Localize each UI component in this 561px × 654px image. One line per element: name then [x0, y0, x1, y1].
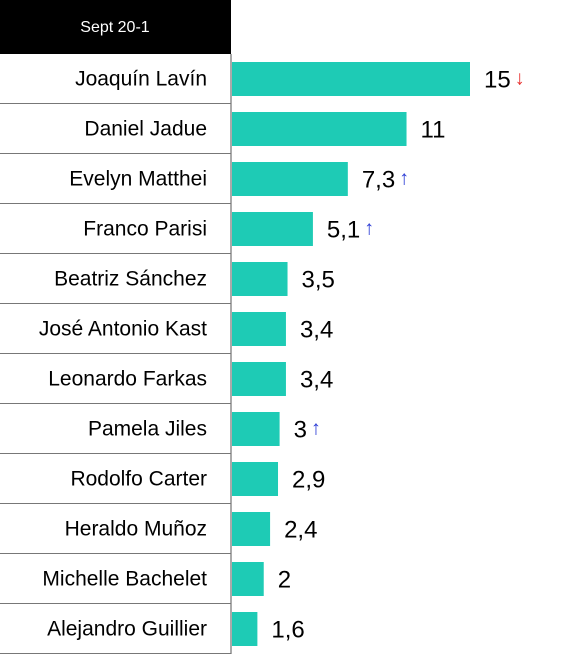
- category-label: Joaquín Lavín: [75, 68, 207, 91]
- category-label: Michelle Bachelet: [42, 568, 207, 591]
- bar: [232, 212, 313, 246]
- header-box: [0, 0, 231, 54]
- value-label: 7,3: [362, 166, 395, 193]
- bar: [232, 312, 286, 346]
- category-label: Daniel Jadue: [84, 118, 207, 141]
- category-label: Beatriz Sánchez: [54, 268, 207, 291]
- bar: [232, 462, 279, 496]
- value-label: 2,4: [284, 516, 317, 543]
- value-label: 3: [294, 416, 307, 443]
- value-label: 2: [278, 566, 291, 593]
- category-label: Heraldo Muñoz: [65, 518, 207, 541]
- bar: [232, 62, 470, 96]
- value-label: 5,1: [327, 216, 360, 243]
- trend-arrow: ↑: [364, 217, 374, 239]
- bar: [232, 512, 271, 546]
- bar: [232, 362, 286, 396]
- trend-arrow: ↑: [399, 167, 409, 189]
- category-label: Leonardo Farkas: [48, 368, 207, 391]
- value-label: 3,5: [302, 266, 335, 293]
- bar: [232, 612, 258, 646]
- bar: [232, 112, 407, 146]
- category-label: Evelyn Matthei: [69, 168, 207, 191]
- value-label: 1,6: [271, 616, 304, 643]
- category-label: Alejandro Guillier: [47, 618, 207, 641]
- header: Sept 20-1: [80, 19, 149, 36]
- value-label: 15: [484, 66, 511, 93]
- bar: [232, 162, 348, 196]
- trend-arrow: ↑: [311, 417, 321, 439]
- bar: [232, 412, 280, 446]
- trend-arrow: ↓: [515, 67, 525, 89]
- value-label: 3,4: [300, 316, 333, 343]
- bar: [232, 562, 264, 596]
- value-label: 2,9: [292, 466, 325, 493]
- category-label: Pamela Jiles: [88, 418, 207, 441]
- category-label: José Antonio Kast: [39, 318, 207, 341]
- category-label: Franco Parisi: [83, 218, 207, 241]
- category-label: Rodolfo Carter: [70, 468, 207, 491]
- value-label: 11: [421, 116, 446, 143]
- value-label: 3,4: [300, 366, 333, 393]
- bar: [232, 262, 288, 296]
